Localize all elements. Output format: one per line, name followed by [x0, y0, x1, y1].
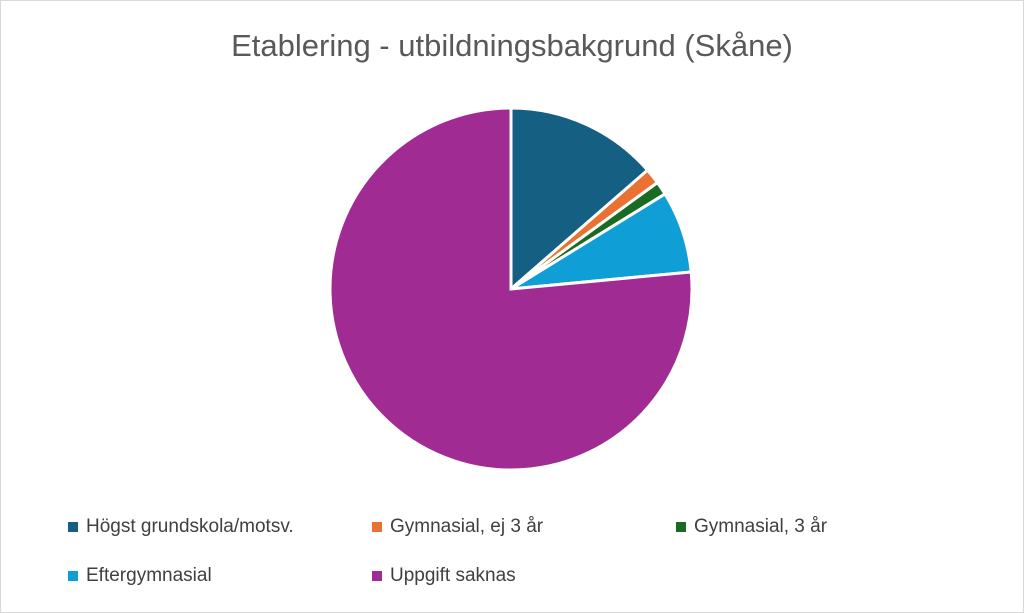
legend-swatch: [372, 522, 382, 532]
pie-slice: [328, 106, 694, 472]
legend-label: Uppgift saknas: [390, 565, 516, 586]
legend-swatch: [68, 522, 78, 532]
legend-swatch: [372, 571, 382, 581]
legend-swatch: [68, 571, 78, 581]
chart-title: Etablering - utbildningsbakgrund (Skåne): [231, 28, 793, 63]
legend-swatch: [676, 522, 686, 532]
legend-label: Eftergymnasial: [86, 565, 212, 586]
legend-label: Gymnasial, ej 3 år: [390, 516, 544, 537]
legend-label: Högst grundskola/motsv.: [86, 516, 294, 537]
pie-slice: [509, 106, 650, 293]
legend-label: Gymnasial, 3 år: [694, 516, 828, 537]
